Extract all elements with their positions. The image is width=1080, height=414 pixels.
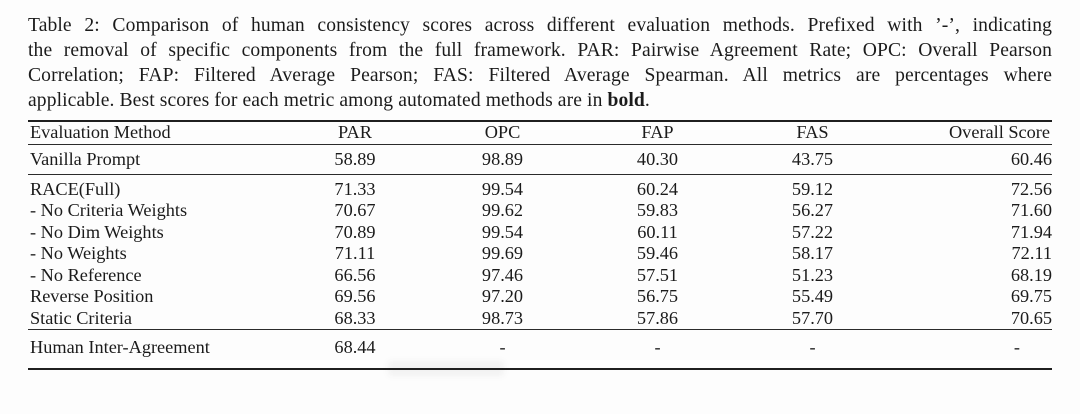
- cell-overall: 72.56: [1010, 178, 1052, 199]
- cell-opc: 97.20: [481, 286, 524, 306]
- cell-opc: 99.62: [481, 200, 524, 220]
- cell-fap: 59.83: [636, 200, 679, 220]
- cell-par: 68.44: [334, 337, 376, 357]
- cell-opc: 99.54: [481, 221, 524, 242]
- caption-bold-word: bold: [607, 90, 645, 111]
- table-row-static-criteria: Static Criteria 68.33 98.73 57.86 57.70 …: [28, 307, 1052, 330]
- cell-fas: -: [809, 337, 816, 357]
- cell-overall: 69.75: [1010, 286, 1052, 306]
- cell-par: 69.56: [334, 286, 376, 306]
- column-header-evaluation-method: Evaluation Method: [28, 121, 285, 145]
- cell-par: 58.89: [285, 144, 425, 175]
- row-label: Static Criteria: [28, 307, 285, 330]
- cell-fap: -: [654, 337, 661, 357]
- row-label: Human Inter-Agreement: [30, 337, 210, 357]
- cell-fap: 59.46: [636, 243, 679, 263]
- table-row-reverse-position: Reverse Position 69.56 97.20 56.75 55.49…: [28, 286, 1052, 308]
- caption-line: the removal of specific components from …: [28, 40, 1052, 61]
- table-row-race-full: RACE(Full) 71.33 99.54 60.24 59.12 72.56: [28, 175, 1052, 201]
- table-row-no-criteria-weights: - No Criteria Weights 70.67 99.62 59.83 …: [28, 200, 1052, 222]
- cell-fas: 55.49: [791, 286, 834, 306]
- cell-fas: 56.27: [791, 200, 834, 220]
- cell-par: 66.56: [334, 264, 376, 285]
- cell-fap: 56.75: [636, 286, 679, 306]
- cell-opc: 99.54: [481, 178, 524, 199]
- cell-par: 70.89: [334, 221, 376, 242]
- cell-fap: 60.11: [637, 221, 678, 242]
- column-header-fas: FAS: [735, 121, 890, 145]
- cell-fap: 57.51: [636, 264, 679, 285]
- table-row-human-inter-agreement: Human Inter-Agreement 68.44 - - - -: [28, 330, 1052, 369]
- cell-fap: 40.30: [580, 144, 735, 175]
- column-header-overall-score: Overall Score: [890, 121, 1052, 145]
- caption-text: .: [644, 90, 650, 111]
- cell-par: 71.11: [334, 243, 376, 263]
- table-row-no-dim-weights: - No Dim Weights 70.89 99.54 60.11 57.22…: [28, 222, 1052, 244]
- column-header-fap: FAP: [580, 121, 735, 145]
- cell-opc: -: [499, 337, 506, 357]
- cell-par: 70.67: [334, 200, 376, 220]
- row-label: Reverse Position: [30, 286, 154, 306]
- table-row-no-reference: - No Reference 66.56 97.46 57.51 51.23 6…: [28, 265, 1052, 287]
- cell-fas: 51.23: [791, 264, 834, 285]
- caption-text: applicable. Best scores for each metric …: [28, 90, 608, 111]
- cell-fas: 57.70: [735, 307, 890, 330]
- row-label: - No Weights: [30, 243, 127, 263]
- cell-par: 71.33: [334, 178, 376, 199]
- cell-overall: -: [1013, 337, 1020, 357]
- cell-fas: 59.12: [791, 178, 834, 199]
- column-header-opc: OPC: [425, 121, 580, 145]
- row-label: Vanilla Prompt: [28, 144, 285, 175]
- column-header-par: PAR: [285, 121, 425, 145]
- results-table: Evaluation Method PAR OPC FAP FAS Overal…: [28, 120, 1052, 370]
- caption-line: Correlation; FAP: Filtered Average Pears…: [28, 65, 1052, 86]
- cell-par: 68.33: [285, 307, 425, 330]
- cell-overall: 70.65: [890, 307, 1052, 330]
- row-label: - No Reference: [30, 264, 142, 285]
- cell-opc: 97.46: [481, 264, 524, 285]
- row-label: RACE(Full): [30, 178, 121, 199]
- cell-opc: 98.89: [425, 144, 580, 175]
- cell-fap: 57.86: [580, 307, 735, 330]
- row-label: - No Dim Weights: [30, 221, 164, 242]
- cell-overall: 60.46: [890, 144, 1052, 175]
- cell-fas: 57.22: [791, 221, 834, 242]
- row-label: - No Criteria Weights: [30, 200, 188, 220]
- cell-fas: 43.75: [735, 144, 890, 175]
- cell-opc: 98.73: [425, 307, 580, 330]
- cell-overall: 71.60: [1010, 200, 1052, 220]
- cell-fas: 58.17: [791, 243, 834, 263]
- caption-line: applicable. Best scores for each metric …: [28, 88, 1052, 113]
- table-header-row: Evaluation Method PAR OPC FAP FAS Overal…: [28, 121, 1052, 145]
- table-row-no-weights: - No Weights 71.11 99.69 59.46 58.17 72.…: [28, 243, 1052, 265]
- table-row-vanilla-prompt: Vanilla Prompt 58.89 98.89 40.30 43.75 6…: [28, 144, 1052, 175]
- cell-overall: 71.94: [1010, 221, 1052, 242]
- caption-line: Table 2: Comparison of human consistency…: [28, 15, 1052, 36]
- cell-overall: 72.11: [1011, 243, 1052, 263]
- cell-fap: 60.24: [636, 178, 679, 199]
- cell-overall: 68.19: [1010, 264, 1052, 285]
- table-caption: Table 2: Comparison of human consistency…: [28, 13, 1052, 113]
- cell-opc: 99.69: [481, 243, 524, 263]
